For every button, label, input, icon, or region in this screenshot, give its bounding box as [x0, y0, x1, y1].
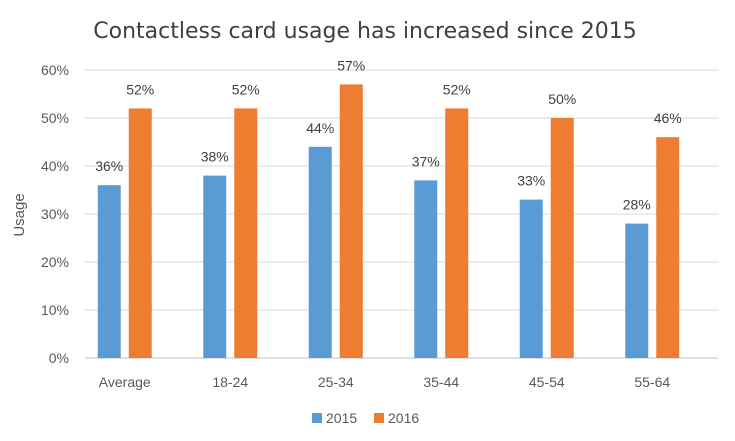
data-label-2015-45-54: 33% — [517, 173, 545, 189]
y-tick-label: 10% — [41, 302, 69, 318]
legend: 2015 2016 — [312, 410, 419, 426]
bar-2016-45-54 — [550, 118, 574, 358]
bar-2016-55-64 — [656, 137, 680, 358]
data-label-2015-35-44: 37% — [412, 153, 440, 169]
x-tick-label: 55-64 — [634, 374, 670, 390]
x-tick-label: 45-54 — [529, 374, 565, 390]
data-label-2015-55-64: 28% — [623, 197, 651, 213]
y-tick-label: 60% — [41, 62, 69, 78]
bar-2015-25-34 — [308, 146, 332, 358]
data-label-2016-25-34: 57% — [337, 57, 365, 73]
data-label-2016-55-64: 46% — [654, 110, 682, 126]
bar-2016-35-44 — [445, 108, 469, 359]
data-label-2015-18-24: 38% — [201, 149, 229, 165]
bar-2016-18-24 — [234, 108, 258, 359]
data-label-2016-Average: 52% — [126, 81, 154, 97]
chart-title: Contactless card usage has increased sin… — [93, 19, 636, 44]
bar-2015-18-24 — [203, 175, 227, 358]
data-label-2016-35-44: 52% — [443, 81, 471, 97]
data-label-2015-25-34: 44% — [306, 120, 334, 136]
data-label-2016-18-24: 52% — [232, 81, 260, 97]
data-label-2016-45-54: 50% — [548, 91, 576, 107]
x-tick-label: Average — [99, 374, 151, 390]
data-label-2015-Average: 36% — [95, 158, 123, 174]
data-labels: 36% 52% 38% 52% 44% 57% 37% 52% 33% 50% 28% 46% — [95, 57, 682, 212]
y-tick-label: 20% — [41, 254, 69, 270]
y-axis-title: Usage — [11, 193, 28, 236]
legend-swatch-2015 — [312, 413, 322, 423]
y-tick-label: 0% — [49, 350, 69, 366]
bars — [97, 84, 680, 359]
bar-2015-55-64 — [625, 223, 649, 358]
bar-2015-Average — [97, 185, 121, 358]
x-tick-label: 25-34 — [318, 374, 354, 390]
bar-2015-35-44 — [414, 180, 438, 358]
legend-swatch-2016 — [374, 413, 384, 423]
y-tick-label: 40% — [41, 158, 69, 174]
bar-2016-Average — [128, 108, 152, 359]
y-axis-ticks: 0% 10% 20% 30% 40% 50% 60% — [41, 62, 69, 366]
x-tick-label: 35-44 — [423, 374, 459, 390]
category-labels: Average 18-24 25-34 35-44 45-54 55-64 — [99, 374, 671, 390]
legend-label-2016: 2016 — [388, 410, 419, 426]
gridlines — [85, 69, 718, 359]
legend-label-2015: 2015 — [326, 410, 357, 426]
x-tick-label: 18-24 — [212, 374, 248, 390]
y-tick-label: 50% — [41, 110, 69, 126]
bar-2016-25-34 — [339, 84, 363, 359]
bar-2015-45-54 — [519, 199, 543, 358]
y-tick-label: 30% — [41, 206, 69, 222]
